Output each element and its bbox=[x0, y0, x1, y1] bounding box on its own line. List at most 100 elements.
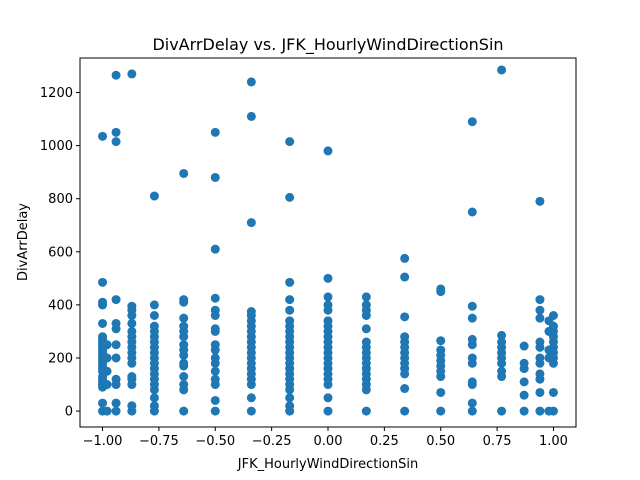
y-tick-label: 200 bbox=[48, 351, 73, 366]
data-point bbox=[111, 340, 121, 350]
data-point bbox=[400, 253, 410, 263]
data-point bbox=[98, 318, 108, 328]
data-point bbox=[179, 168, 189, 178]
y-tick-label: 1000 bbox=[40, 139, 73, 154]
data-point bbox=[467, 313, 477, 323]
x-tick-label: −1.00 bbox=[83, 434, 123, 449]
data-point bbox=[400, 406, 410, 416]
data-point bbox=[149, 191, 159, 201]
data-point bbox=[467, 398, 477, 408]
data-point bbox=[467, 301, 477, 311]
data-point bbox=[285, 295, 295, 305]
data-point bbox=[246, 406, 256, 416]
data-point bbox=[149, 321, 159, 331]
data-point bbox=[210, 305, 220, 315]
data-point bbox=[102, 340, 112, 350]
data-point bbox=[467, 377, 477, 387]
data-point bbox=[246, 111, 256, 121]
data-point bbox=[361, 324, 371, 334]
data-point bbox=[361, 337, 371, 347]
data-point bbox=[548, 321, 558, 331]
data-point bbox=[127, 326, 137, 336]
data-point bbox=[98, 332, 108, 342]
data-point bbox=[497, 337, 507, 347]
data-point bbox=[111, 398, 121, 408]
data-point bbox=[210, 406, 220, 416]
data-point bbox=[535, 353, 545, 363]
data-point bbox=[400, 312, 410, 322]
data-point bbox=[111, 295, 121, 305]
data-point bbox=[127, 372, 137, 382]
data-point bbox=[246, 307, 256, 317]
data-point bbox=[111, 318, 121, 328]
x-tick-label: 1.00 bbox=[539, 434, 568, 449]
data-point bbox=[210, 324, 220, 334]
data-point bbox=[127, 301, 137, 311]
data-point bbox=[179, 340, 189, 350]
data-point bbox=[400, 332, 410, 342]
data-point bbox=[436, 336, 446, 346]
data-point bbox=[210, 374, 220, 384]
data-point bbox=[519, 406, 529, 416]
data-point bbox=[535, 387, 545, 397]
data-point bbox=[323, 292, 333, 302]
data-point bbox=[179, 358, 189, 368]
data-point bbox=[519, 341, 529, 351]
data-point bbox=[436, 284, 446, 294]
data-point bbox=[285, 401, 295, 411]
x-tick-label: −0.50 bbox=[195, 434, 235, 449]
data-point bbox=[497, 366, 507, 376]
data-point bbox=[102, 380, 112, 390]
data-point bbox=[548, 406, 558, 416]
y-tick-label: 600 bbox=[48, 245, 73, 260]
y-tick-label: 400 bbox=[48, 298, 73, 313]
data-point bbox=[497, 65, 507, 75]
data-point bbox=[519, 377, 529, 387]
data-point bbox=[285, 393, 295, 403]
data-point bbox=[285, 137, 295, 147]
data-point bbox=[436, 406, 446, 416]
data-point bbox=[210, 172, 220, 182]
data-point bbox=[98, 277, 108, 287]
data-point bbox=[127, 318, 137, 328]
data-point bbox=[361, 292, 371, 302]
data-point bbox=[111, 374, 121, 384]
data-point bbox=[111, 70, 121, 80]
data-point bbox=[179, 313, 189, 323]
data-point bbox=[519, 390, 529, 400]
data-point bbox=[323, 406, 333, 416]
data-point bbox=[210, 353, 220, 363]
y-tick-label: 0 bbox=[65, 405, 73, 420]
data-point bbox=[436, 345, 446, 355]
data-point bbox=[323, 393, 333, 403]
data-point bbox=[246, 393, 256, 403]
data-point bbox=[535, 313, 545, 323]
data-points bbox=[98, 65, 558, 416]
data-point bbox=[323, 300, 333, 310]
data-point bbox=[111, 127, 121, 137]
y-axis-label: DivArrDelay bbox=[16, 203, 31, 281]
data-point bbox=[285, 192, 295, 202]
data-point bbox=[285, 305, 295, 315]
x-axis-label: JFK_HourlyWindDirectionSin bbox=[237, 457, 418, 472]
data-point bbox=[535, 406, 545, 416]
y-axis-ticks: 0 200 400 600 800 1000 1200 bbox=[40, 86, 80, 420]
data-point bbox=[210, 127, 220, 137]
y-tick-label: 1200 bbox=[40, 86, 73, 101]
data-point bbox=[102, 406, 112, 416]
x-tick-label: 0.25 bbox=[370, 434, 399, 449]
data-point bbox=[467, 334, 477, 344]
data-point bbox=[246, 77, 256, 87]
data-point bbox=[467, 117, 477, 127]
data-point bbox=[323, 273, 333, 283]
data-point bbox=[127, 401, 137, 411]
data-point bbox=[436, 387, 446, 397]
data-point bbox=[179, 406, 189, 416]
data-point bbox=[467, 207, 477, 217]
data-point bbox=[98, 131, 108, 141]
data-point bbox=[467, 353, 477, 363]
data-point bbox=[535, 196, 545, 206]
data-point bbox=[111, 406, 121, 416]
